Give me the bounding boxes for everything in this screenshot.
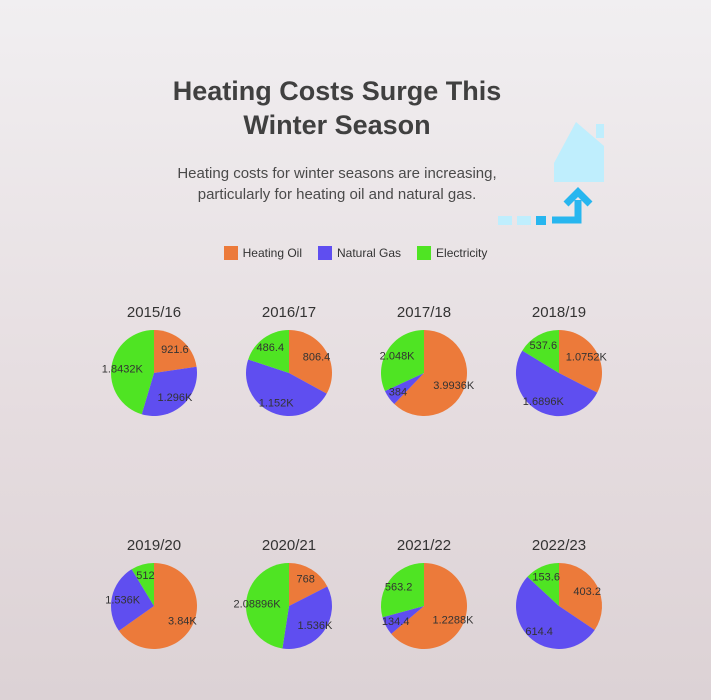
- pie-slice-natural-gas: [516, 576, 595, 649]
- pie-data-label: 1.8432K: [102, 363, 144, 375]
- chart-legend: Heating Oil Natural Gas Electricity: [0, 246, 711, 260]
- chart-title-line-1: Heating Costs Surge This: [172, 76, 502, 106]
- pie-data-label: 806.4: [303, 352, 331, 364]
- legend-item-natural-gas: Natural Gas: [318, 246, 401, 260]
- chart-title-line-2: Winter Season: [243, 110, 431, 140]
- chart-subtitle: Heating costs for winter seasons are inc…: [137, 163, 537, 205]
- legend-label-natural-gas: Natural Gas: [337, 246, 402, 260]
- legend-label-electricity: Electricity: [436, 246, 488, 260]
- pie-slice-electricity: [380, 562, 424, 618]
- pie-slice-natural-gas: [110, 569, 154, 631]
- pie-data-label: 134.4: [382, 616, 410, 628]
- house-shape: [554, 122, 604, 182]
- pie-data-label: 768: [297, 574, 315, 586]
- pie-data-label: 2.08896K: [234, 599, 282, 611]
- pie-data-label: 384: [389, 387, 407, 399]
- pie-title: 2019/20: [127, 537, 181, 554]
- pie-title: 2021/22: [397, 537, 451, 554]
- pie-data-label: 486.4: [257, 342, 285, 354]
- pie-slice-heating-oil: [391, 563, 468, 649]
- pie-slice-heating-oil: [559, 563, 603, 630]
- pie-data-label: 3.84K: [168, 616, 197, 628]
- pie-data-label: 1.6896K: [523, 396, 565, 408]
- up-arrow-icon: [563, 187, 593, 207]
- pie-slice-heating-oil: [289, 563, 328, 606]
- pie-title: 2016/17: [262, 304, 316, 321]
- pie-title: 2022/23: [532, 537, 586, 554]
- house-heating-icon: [498, 122, 604, 225]
- pie-slice-heating-oil: [559, 330, 602, 393]
- pie-data-label: 153.6: [532, 572, 560, 584]
- pie-slice-natural-gas: [382, 606, 424, 634]
- pie-data-label: 1.296K: [157, 392, 193, 404]
- pie-data-label: 563.2: [385, 582, 413, 594]
- pie-data-label: 537.6: [530, 340, 558, 352]
- pie-slice-heating-oil: [154, 330, 197, 373]
- pie-slice-electricity: [131, 563, 154, 606]
- pie-slice-electricity: [522, 330, 559, 373]
- pie-title: 2017/18: [397, 304, 451, 321]
- pie-slice-natural-gas: [384, 373, 424, 405]
- pie-slice-heating-oil: [289, 330, 332, 394]
- chart-subtitle-line-2: particularly for heating oil and natural…: [197, 186, 477, 203]
- pie-data-label: 921.6: [161, 344, 189, 356]
- legend-swatch-natural-gas: [318, 246, 332, 260]
- pie-slice-natural-gas: [282, 586, 332, 649]
- pie-data-label: 1.0752K: [566, 351, 608, 363]
- pie-data-label: 1.152K: [259, 397, 295, 409]
- pie-data-label: 614.4: [525, 626, 553, 638]
- arrow-shaft: [552, 200, 582, 224]
- pie-data-label: 1.536K: [105, 595, 141, 607]
- pie-data-label: 1.536K: [297, 620, 333, 632]
- pie-data-label: 512: [136, 570, 154, 582]
- pie-slice-heating-oil: [394, 330, 468, 417]
- pipe-segment-2: [517, 216, 531, 225]
- pie-title: 2018/19: [532, 304, 586, 321]
- pipe-segment-3: [536, 216, 546, 225]
- pie-data-label: 403.2: [573, 586, 601, 598]
- pie-slice-heating-oil: [118, 563, 197, 649]
- pipe-segment-1: [498, 216, 512, 225]
- legend-item-heating-oil: Heating Oil: [223, 246, 302, 260]
- chart-subtitle-line-1: Heating costs for winter seasons are inc…: [177, 165, 497, 182]
- pie-chart-2020-21: 2020/21 768 1.536K 2.08896K: [234, 537, 333, 649]
- pie-chart-2016-17: 2016/17 806.4 1.152K 486.4: [245, 304, 332, 417]
- pie-data-label: 3.9936K: [433, 380, 475, 392]
- chart-title: Heating Costs Surge This Winter Season: [107, 74, 567, 142]
- pie-data-label: 1.2288K: [433, 614, 475, 626]
- legend-item-electricity: Electricity: [417, 246, 487, 260]
- legend-swatch-heating-oil: [223, 246, 238, 260]
- chimney-shape: [596, 124, 604, 138]
- pie-slice-electricity: [527, 563, 559, 606]
- pie-slice-electricity: [246, 563, 289, 649]
- pie-slice-electricity: [110, 330, 154, 415]
- pie-chart-2015-16: 2015/16 921.6 1.296K 1.8432K: [102, 304, 198, 417]
- pie-chart-2019-20: 2019/20 3.84K 1.536K 512: [105, 537, 197, 649]
- pie-title: 2015/16: [127, 304, 181, 321]
- pie-slice-natural-gas: [141, 366, 198, 417]
- pie-slice-electricity: [248, 330, 289, 373]
- pie-title: 2020/21: [262, 537, 316, 554]
- pie-chart-2022-23: 2022/23 403.2 614.4 153.6: [516, 537, 603, 649]
- pie-slice-natural-gas: [515, 350, 598, 417]
- legend-swatch-electricity: [417, 246, 432, 260]
- pie-chart-2017-18: 2017/18 3.9936K 384 2.048K: [380, 304, 475, 417]
- pie-chart-2018-19: 2018/19 1.0752K 1.6896K 537.6: [515, 304, 608, 417]
- pie-slice-electricity: [381, 330, 424, 391]
- pie-chart-2021-22: 2021/22 1.2288K 134.4 563.2: [380, 537, 475, 649]
- legend-label-heating-oil: Heating Oil: [242, 246, 302, 260]
- pie-data-label: 2.048K: [380, 351, 416, 363]
- pie-slice-natural-gas: [245, 359, 327, 417]
